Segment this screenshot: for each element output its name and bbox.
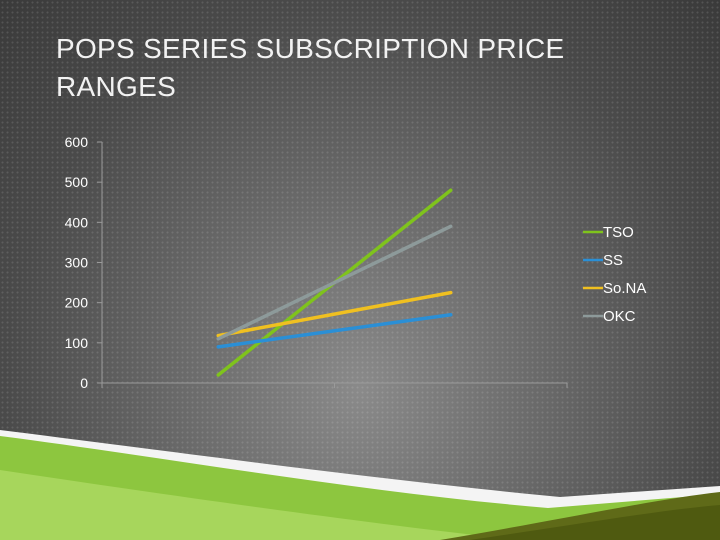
legend: TSO SS So.NA OKC [583,224,646,325]
y-tick-label: 500 [65,174,89,190]
y-tick-label: 100 [65,335,89,351]
series-line-ss [216,312,453,349]
y-tick-label: 400 [65,214,89,230]
slide-title: POPS SERIES SUBSCRIPTION PRICE RANGES [56,33,565,102]
legend-label: So.NA [603,280,646,297]
y-tick-label: 0 [80,375,88,391]
legend-label: TSO [603,224,634,241]
y-tick-label: 200 [65,295,89,311]
y-tick-label: 600 [65,134,89,150]
series-line-okc [216,224,453,341]
series-lines [216,188,453,377]
y-tick-labels: 0 100 200 300 400 500 600 [65,134,89,391]
y-tick-label: 300 [65,255,89,271]
legend-label: OKC [603,308,636,325]
legend-label: SS [603,252,623,269]
chart-axes [97,141,568,388]
series-line-so-na [216,290,453,338]
